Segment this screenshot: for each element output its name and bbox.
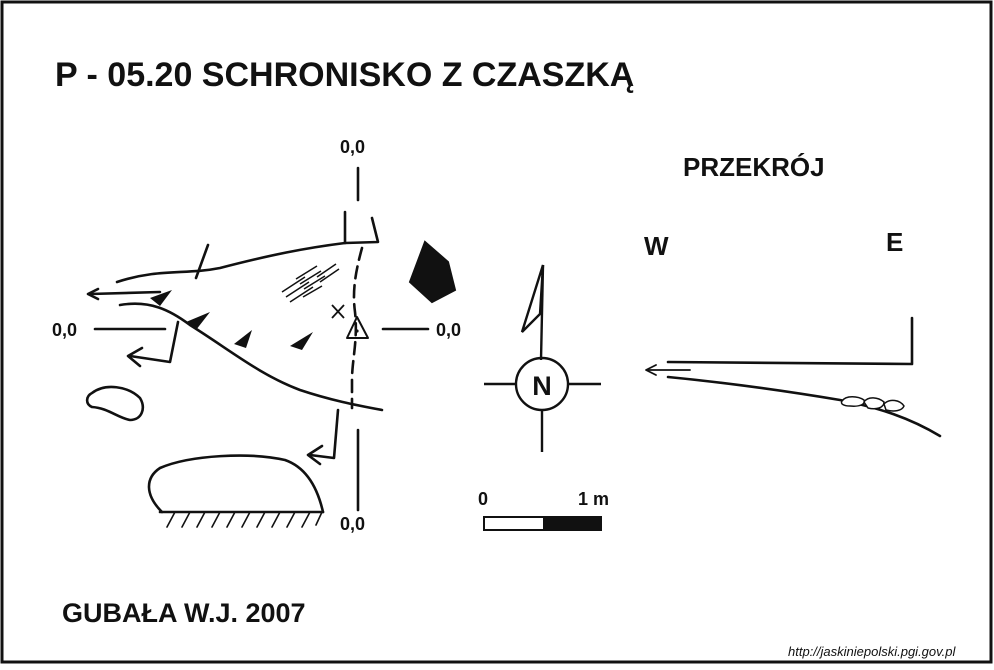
section-ceiling-line (666, 316, 914, 366)
hatch-line (295, 265, 318, 280)
rock-outcrop-outline (147, 454, 325, 514)
slope-triangle (150, 290, 172, 306)
slope-triangle (234, 330, 252, 348)
scale-label-end: 1 m (578, 489, 609, 509)
rubble-stone (840, 396, 866, 407)
north-label: N (532, 371, 552, 401)
side-arrow-left-head (126, 346, 144, 368)
hatch-line (285, 281, 310, 298)
section-rubble (840, 396, 905, 412)
scale-label-start: 0 (478, 489, 488, 509)
north-arrow (484, 264, 601, 452)
survey-station-dot (355, 329, 359, 333)
section-east-label: E (886, 227, 903, 257)
author-credit: GUBAŁA W.J. 2007 (62, 598, 306, 628)
slope-symbols (150, 290, 313, 350)
boulder-outline (85, 385, 144, 422)
side-arrow-bottom (308, 408, 340, 460)
scale-bar (483, 516, 602, 531)
rock-outcrop-hatching (166, 511, 323, 528)
hatch-line (281, 276, 306, 293)
find-marker-x-icon (331, 304, 345, 319)
slope-triangle (290, 332, 313, 350)
north-arrow-needle (520, 264, 545, 333)
plan-view (85, 166, 430, 528)
slope-triangle (186, 312, 210, 330)
map-title: P - 05.20 SCHRONISKO Z CZASZKĄ (55, 56, 634, 94)
upper-wall-line (115, 216, 380, 284)
dripline-dashed (350, 246, 364, 410)
entrance-direction-arrow-icon (408, 240, 457, 304)
hatch-line (316, 263, 337, 278)
section-arrow-head (645, 364, 657, 376)
rubble-stone (863, 397, 885, 410)
hatch-line (303, 275, 326, 290)
section-title: PRZEKRÓJ (683, 152, 825, 182)
north-arrow-shaft (539, 264, 545, 361)
section-floor-line (666, 375, 942, 438)
hatch-line (319, 268, 340, 283)
datum-label-left: 0,0 (52, 320, 77, 340)
hatch-line (289, 286, 314, 303)
upper-wall-spur (194, 243, 210, 280)
datum-label-bottom: 0,0 (340, 514, 365, 534)
section-west-label: W (644, 231, 669, 261)
rubble-stone (883, 399, 905, 412)
hatch-line (302, 285, 323, 298)
scale-bar-filled-segment (543, 517, 601, 530)
lower-wall-line (118, 302, 384, 412)
north-arrow-crosshair (484, 382, 601, 452)
bone-finds-hatching (281, 263, 340, 303)
datum-label-right: 0,0 (436, 320, 461, 340)
section-view (645, 316, 942, 438)
side-arrow-bottom-head (306, 444, 324, 466)
survey-station-triangle (346, 316, 369, 339)
entrance-arrow-head (86, 287, 100, 301)
entrance-arrow-line (88, 290, 162, 296)
side-arrow-left (128, 320, 180, 364)
hatch-line (299, 270, 322, 285)
source-url[interactable]: http://jaskiniepolski.pgi.gov.pl (788, 644, 957, 659)
datum-label-top: 0,0 (340, 137, 365, 157)
